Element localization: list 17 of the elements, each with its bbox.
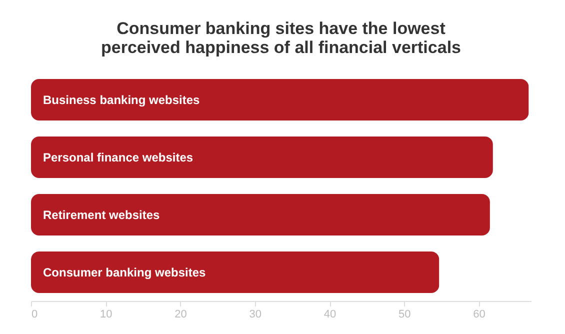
x-tick-label: 10 xyxy=(100,308,112,320)
y-tick-label: Business banking websites xyxy=(43,92,200,107)
bar xyxy=(31,252,440,293)
x-tick-label: 30 xyxy=(249,308,262,320)
text: perceived happiness of all financial verticals xyxy=(101,38,461,57)
x-tick-label: 0 xyxy=(32,308,38,320)
bar xyxy=(31,136,493,178)
y-tick-label: Personal finance websites xyxy=(43,150,194,164)
x-tick-label: 20 xyxy=(174,308,187,320)
x-tick-label: 60 xyxy=(473,308,486,320)
x-tick-label: 40 xyxy=(324,308,336,320)
y-tick-label: Consumer banking websites xyxy=(43,265,206,280)
x-tick-label: 50 xyxy=(398,308,411,320)
bar xyxy=(31,194,490,236)
bar xyxy=(31,79,529,120)
text: Consumer banking sites have the lowest xyxy=(116,19,446,38)
y-tick-label: Retirement websites xyxy=(43,208,160,222)
